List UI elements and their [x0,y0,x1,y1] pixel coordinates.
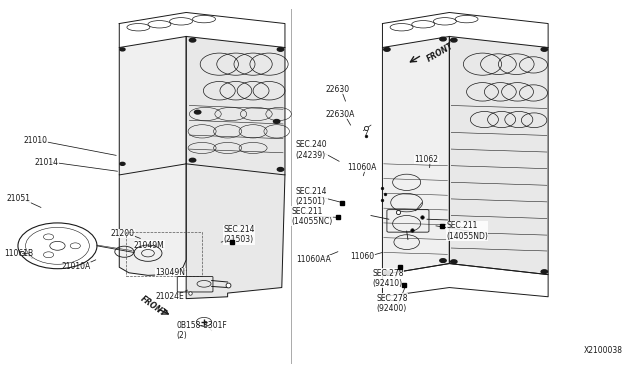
Text: 21024E: 21024E [156,292,184,301]
Circle shape [120,162,125,165]
Polygon shape [119,164,186,275]
Circle shape [384,271,390,275]
Text: 21010A: 21010A [62,262,91,271]
Text: SEC.214
(21501): SEC.214 (21501) [296,187,327,206]
Polygon shape [449,36,548,275]
Circle shape [277,167,284,171]
Text: SEC.278
(92410): SEC.278 (92410) [372,269,404,288]
Text: 21010: 21010 [24,136,48,145]
Circle shape [273,119,280,123]
Text: X2100038: X2100038 [584,346,623,355]
Circle shape [384,48,390,51]
Circle shape [440,37,446,41]
Text: 0B158-8301F
(2): 0B158-8301F (2) [177,321,227,340]
Text: 21200: 21200 [111,229,135,238]
Text: 22630A: 22630A [325,109,355,119]
Text: SEC.278
(92400): SEC.278 (92400) [376,294,408,313]
Polygon shape [383,36,449,275]
Text: SEC.214
(21503): SEC.214 (21503) [223,225,255,244]
Text: 22630: 22630 [325,85,349,94]
Circle shape [120,48,125,51]
Circle shape [440,259,446,262]
Text: 11060AA: 11060AA [296,255,331,264]
Text: SEC.240
(24239): SEC.240 (24239) [296,140,328,160]
Text: 11060: 11060 [351,252,374,262]
Polygon shape [186,36,285,175]
Text: 21014: 21014 [35,157,58,167]
Circle shape [451,260,457,263]
Polygon shape [119,36,186,175]
Circle shape [189,38,196,42]
Text: 21051: 21051 [6,195,31,203]
Text: SEC.211
(14055NC): SEC.211 (14055NC) [291,206,333,226]
Text: 21049M: 21049M [134,241,164,250]
Circle shape [541,48,547,51]
Circle shape [541,270,547,273]
Circle shape [451,38,457,42]
Circle shape [277,48,284,51]
Text: FRONT: FRONT [138,294,168,318]
Circle shape [189,158,196,162]
Polygon shape [186,164,285,299]
Circle shape [195,110,201,114]
Text: FRONT: FRONT [425,41,455,64]
Text: 11060A: 11060A [347,163,376,172]
Text: 11062: 11062 [414,155,438,164]
Text: SEC.211
(14055ND): SEC.211 (14055ND) [446,221,488,241]
Text: 11061B: 11061B [4,249,34,258]
Text: 13049N: 13049N [156,268,186,277]
Bar [125,232,202,276]
